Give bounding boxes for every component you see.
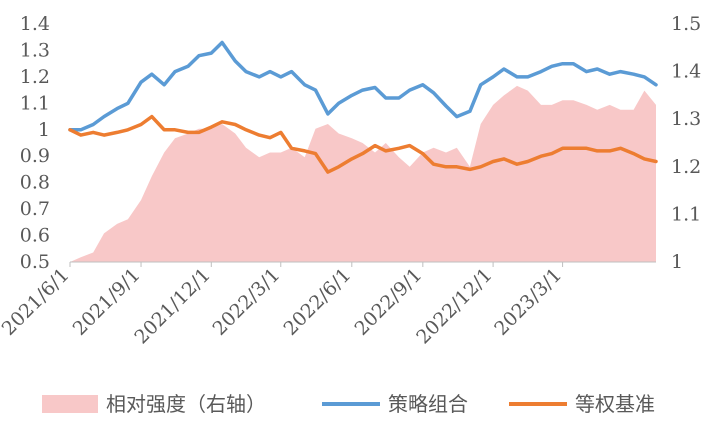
strategy-line [68, 40, 658, 132]
legend-label-strategy: 策略组合 [388, 392, 468, 416]
x-tick-label: 2021/12/1 [130, 264, 214, 348]
left-tick-label: 0.8 [20, 172, 50, 194]
legend-label-relative-strength: 相对强度（右轴） [106, 392, 266, 416]
right-tick-label: 1.1 [671, 203, 701, 225]
left-axis-tick-labels: 0.5 0.6 0.7 0.8 0.9 1 1.1 1.2 1.3 1.4 [20, 13, 50, 273]
series-line-layer [68, 40, 658, 174]
right-tick-label: 1 [671, 251, 683, 273]
right-tick-label: 1.4 [671, 61, 701, 83]
x-tick-label: 2022/3/1 [208, 264, 284, 340]
left-tick-label: 0.9 [20, 145, 50, 167]
right-tick-label: 1.5 [671, 13, 701, 35]
right-axis-tick-labels: 1 1.1 1.2 1.3 1.4 1.5 [671, 13, 701, 273]
left-tick-label: 0.5 [20, 251, 50, 273]
left-tick-label: 0.6 [20, 225, 50, 247]
benchmark-line [68, 114, 658, 174]
relative-strength-area [70, 85, 656, 263]
x-tick-label: 2022/6/1 [279, 264, 355, 340]
left-tick-label: 1.1 [20, 92, 50, 114]
left-tick-label: 1 [38, 119, 50, 141]
legend: 相对强度（右轴） 策略组合 等权基准 [42, 392, 655, 416]
left-tick-label: 1.4 [20, 13, 50, 35]
left-tick-label: 1.2 [20, 66, 50, 88]
left-tick-label: 0.7 [20, 198, 50, 220]
legend-swatch-relative-strength [42, 395, 98, 413]
x-axis-tick-labels: 2021/6/12021/9/12021/12/12022/3/12022/6/… [0, 262, 566, 348]
x-tick-label: 2021/6/1 [0, 264, 74, 340]
right-tick-label: 1.3 [671, 108, 701, 130]
x-tick-label: 2023/3/1 [490, 264, 566, 340]
left-tick-label: 1.3 [20, 39, 50, 61]
x-tick-label: 2022/12/1 [412, 264, 496, 348]
x-tick-label: 2022/9/1 [350, 264, 426, 340]
x-tick-label: 2021/9/1 [69, 264, 145, 340]
legend-label-benchmark: 等权基准 [575, 392, 655, 416]
right-tick-label: 1.2 [671, 156, 701, 178]
relative-strength-area-layer [70, 85, 656, 263]
